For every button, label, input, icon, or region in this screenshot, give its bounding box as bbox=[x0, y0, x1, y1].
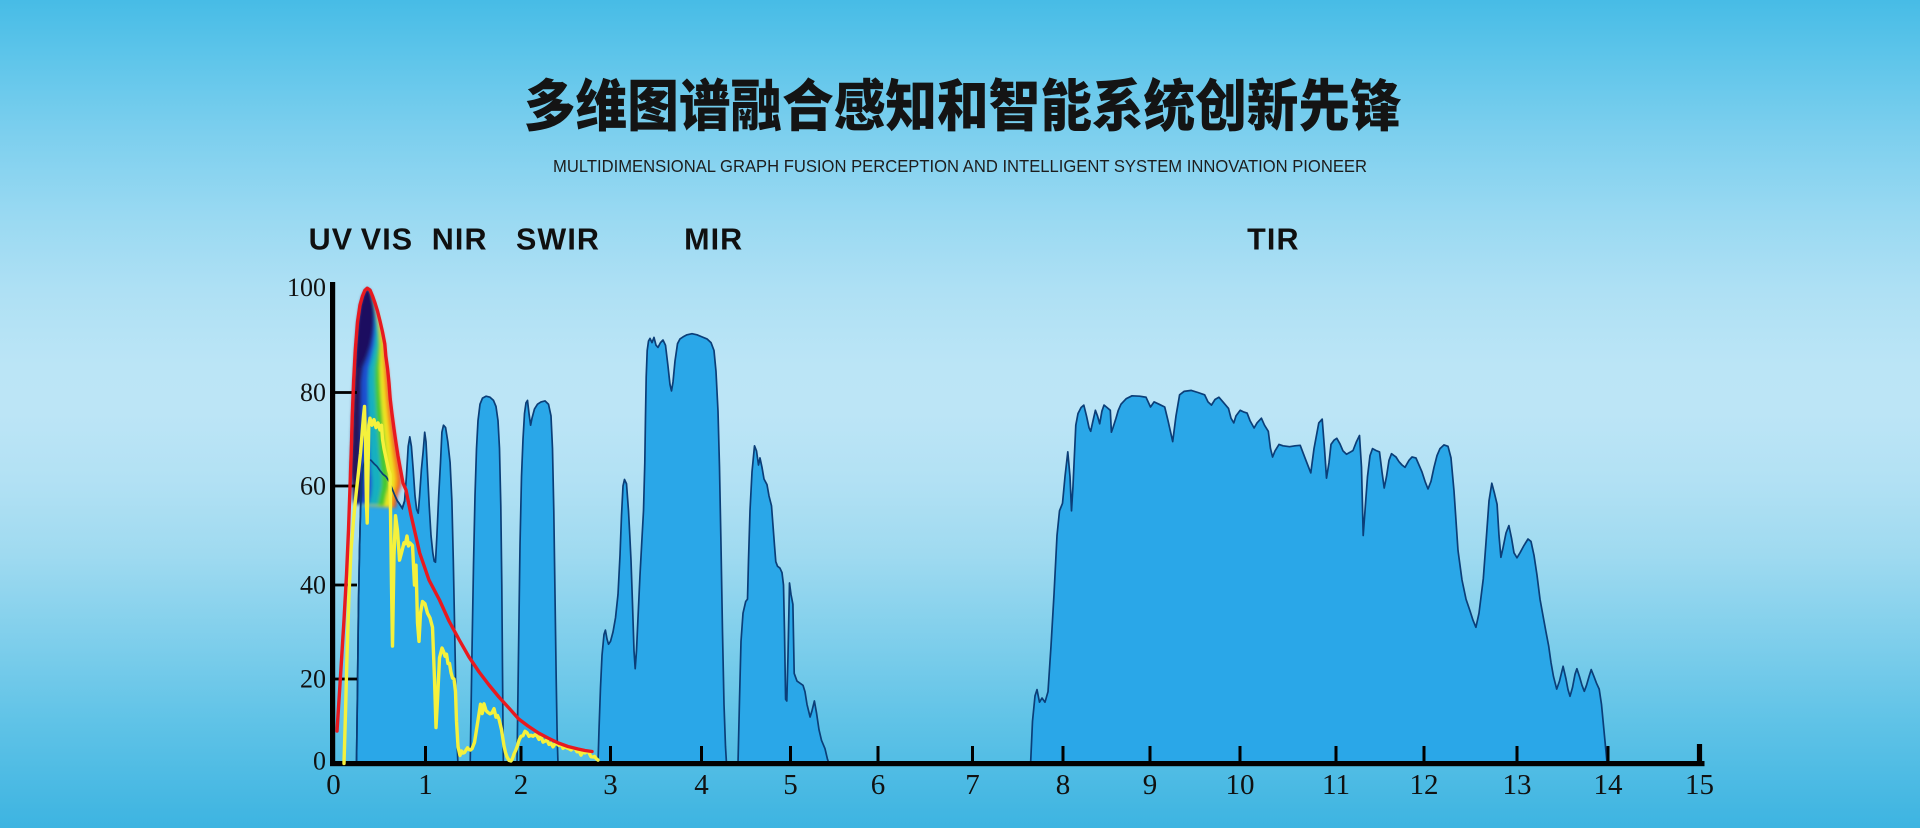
svg-text:8: 8 bbox=[1056, 769, 1071, 801]
svg-text:TIR: TIR bbox=[1247, 223, 1299, 257]
svg-text:MIR: MIR bbox=[684, 223, 743, 257]
svg-text:NIR: NIR bbox=[432, 223, 488, 257]
svg-text:11: 11 bbox=[1322, 769, 1350, 801]
svg-text:0: 0 bbox=[313, 747, 326, 776]
svg-text:14: 14 bbox=[1594, 769, 1624, 801]
svg-text:15: 15 bbox=[1685, 769, 1714, 801]
svg-text:6: 6 bbox=[871, 769, 886, 801]
svg-text:60: 60 bbox=[300, 472, 326, 501]
svg-text:12: 12 bbox=[1410, 769, 1439, 801]
svg-text:7: 7 bbox=[965, 769, 980, 801]
svg-text:10: 10 bbox=[1226, 769, 1255, 801]
svg-text:5: 5 bbox=[783, 769, 798, 801]
svg-text:80: 80 bbox=[300, 378, 326, 407]
svg-text:20: 20 bbox=[300, 665, 326, 694]
svg-text:VIS: VIS bbox=[361, 223, 413, 257]
svg-text:MULTIDIMENSIONAL GRAPH FUSION: MULTIDIMENSIONAL GRAPH FUSION PERCEPTION… bbox=[553, 156, 1367, 176]
svg-text:1: 1 bbox=[418, 769, 433, 801]
svg-text:9: 9 bbox=[1143, 769, 1158, 801]
svg-text:100: 100 bbox=[287, 273, 326, 302]
svg-text:UV: UV bbox=[309, 223, 354, 257]
svg-text:3: 3 bbox=[603, 769, 618, 801]
svg-text:SWIR: SWIR bbox=[516, 223, 600, 257]
svg-text:13: 13 bbox=[1503, 769, 1532, 801]
svg-text:2: 2 bbox=[514, 769, 529, 801]
svg-text:40: 40 bbox=[300, 571, 326, 600]
svg-text:0: 0 bbox=[326, 769, 341, 801]
svg-text:4: 4 bbox=[694, 769, 709, 801]
